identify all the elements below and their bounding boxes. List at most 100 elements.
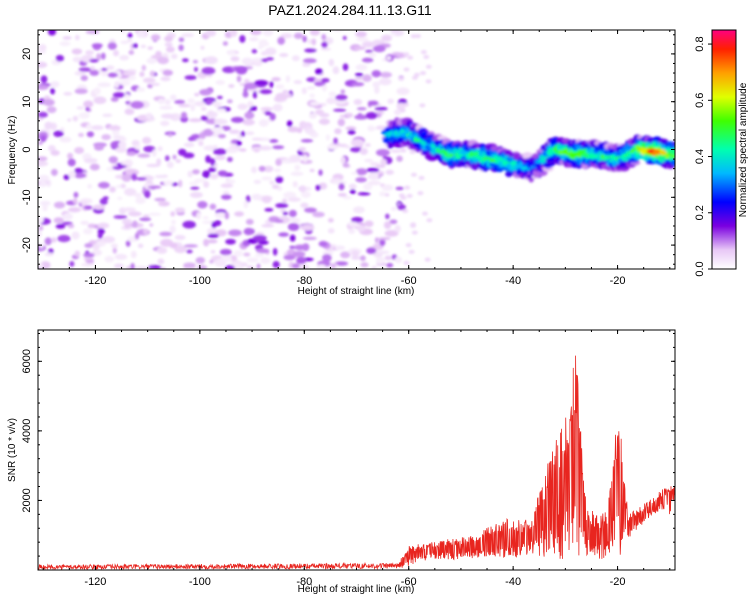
heatmap-noise-cell xyxy=(67,118,72,122)
heatmap-noise-cell xyxy=(299,185,307,193)
heatmap-noise-cell xyxy=(235,66,248,73)
heatmap-noise-cell xyxy=(280,33,293,39)
heatmap-noise-cell xyxy=(110,96,119,102)
heatmap-noise-cell xyxy=(86,131,95,138)
heatmap-noise-cell xyxy=(210,250,216,254)
heatmap-noise-cell xyxy=(369,161,380,166)
heatmap-noise-cell xyxy=(228,229,242,237)
heatmap-noise-cell xyxy=(293,32,304,39)
heatmap-noise-cell xyxy=(312,211,325,218)
heatmap-noise-cell xyxy=(164,35,174,42)
heatmap-noise-cell xyxy=(117,196,123,200)
heatmap-noise-cell xyxy=(228,129,241,134)
snr-y-label: SNR (10 * v/v) xyxy=(7,418,18,482)
heatmap-noise-cell xyxy=(244,78,250,83)
heatmap-noise-cell xyxy=(178,44,184,51)
heatmap-noise-cell xyxy=(272,248,278,256)
heatmap-noise-cell xyxy=(426,218,433,223)
heatmap-noise-cell xyxy=(104,255,115,263)
heatmap-noise-cell xyxy=(373,45,386,53)
heatmap-noise-cell xyxy=(384,255,392,261)
heatmap-noise-cell xyxy=(83,205,93,210)
heatmap-noise-cell xyxy=(114,81,120,89)
heatmap-noise-cell xyxy=(202,128,214,137)
heatmap-noise-cell xyxy=(380,158,387,166)
heatmap-noise-cell xyxy=(93,87,101,95)
heatmap-noise-cell xyxy=(243,82,258,90)
heatmap-noise-cell xyxy=(50,87,55,95)
heatmap-noise-cell xyxy=(72,197,78,205)
heatmap-noise-cell xyxy=(68,170,76,179)
heatmap-noise-cell xyxy=(273,168,282,173)
heatmap-noise-cell xyxy=(202,170,211,179)
heatmap-noise-cell xyxy=(86,123,92,130)
heatmap-noise-cell xyxy=(202,216,209,220)
heatmap-noise-cell xyxy=(91,43,103,48)
heatmap-noise-cell xyxy=(164,42,173,47)
heatmap-noise-cell xyxy=(53,217,64,224)
heatmap-noise-cell xyxy=(403,67,410,72)
heatmap-noise-cell xyxy=(42,205,48,212)
heatmap-noise-cell xyxy=(38,111,48,118)
heatmap-noise-cell xyxy=(107,72,119,78)
heatmap-noise-cell xyxy=(404,185,411,190)
heatmap-noise-cell xyxy=(112,165,123,170)
heatmap-noise-cell xyxy=(342,63,349,71)
heatmap-noise-cell xyxy=(196,212,201,220)
heatmap-noise-cell xyxy=(259,89,273,95)
heatmap-noise-cell xyxy=(208,167,217,173)
heatmap-cells xyxy=(38,30,675,269)
heatmap-noise-cell xyxy=(74,34,80,41)
heatmap-noise-cell xyxy=(211,127,224,133)
heatmap-noise-cell xyxy=(194,178,206,183)
heatmap-noise-cell xyxy=(78,112,90,119)
heatmap-noise-cell xyxy=(143,228,149,235)
heatmap-noise-cell xyxy=(239,34,246,43)
heatmap-noise-cell xyxy=(160,120,170,127)
heatmap-noise-cell xyxy=(366,167,380,173)
heatmap-noise-cell xyxy=(105,65,115,71)
heatmap-noise-cell xyxy=(143,145,156,153)
heatmap-noise-cell xyxy=(93,96,107,105)
heatmap-noise-cell xyxy=(351,82,365,87)
heatmap-noise-cell xyxy=(348,183,357,190)
heatmap-noise-cell xyxy=(256,248,270,254)
heatmap-noise-cell xyxy=(368,52,377,58)
heatmap-noise-cell xyxy=(38,216,44,224)
heatmap-noise-cell xyxy=(190,103,196,112)
heatmap-noise-cell xyxy=(63,91,73,96)
heatmap-noise-cell xyxy=(407,55,414,60)
heatmap-noise-cell xyxy=(85,30,100,35)
heatmap-noise-cell xyxy=(288,154,301,163)
heatmap-noise-cell xyxy=(40,75,48,83)
heatmap-noise-cell xyxy=(188,118,202,123)
heatmap-noise-cell xyxy=(38,263,44,269)
heatmap-noise-cell xyxy=(199,88,212,96)
heatmap-noise-cell xyxy=(73,191,79,198)
heatmap-noise-cell xyxy=(152,149,157,157)
heatmap-noise-cell xyxy=(194,101,206,107)
heatmap-noise-cell xyxy=(414,34,421,39)
heatmap-noise-cell xyxy=(227,50,236,56)
heatmap-noise-cell xyxy=(244,111,255,120)
heatmap-noise-cell xyxy=(293,80,303,85)
heatmap-noise-cell xyxy=(124,108,135,115)
heatmap-noise-cell xyxy=(214,118,228,125)
heatmap-noise-cell xyxy=(85,259,95,264)
heatmap-noise-cell xyxy=(148,264,162,269)
heatmap-noise-cell xyxy=(340,251,351,259)
heatmap-noise-cell xyxy=(170,94,177,101)
heatmap-noise-cell xyxy=(209,259,214,264)
heatmap-noise-cell xyxy=(140,44,146,49)
heatmap-noise-cell xyxy=(209,203,217,210)
heatmap-noise-cell xyxy=(272,145,285,150)
heatmap-noise-cell xyxy=(318,169,323,176)
colorbar-gradient xyxy=(711,29,737,270)
heatmap-noise-cell xyxy=(146,180,154,184)
heatmap-noise-cell xyxy=(134,232,140,240)
x-tick-label: -20 xyxy=(610,576,626,588)
heatmap-noise-cell xyxy=(289,234,296,242)
y-tick-label: 10 xyxy=(21,96,33,108)
heatmap-noise-cell xyxy=(194,92,200,97)
